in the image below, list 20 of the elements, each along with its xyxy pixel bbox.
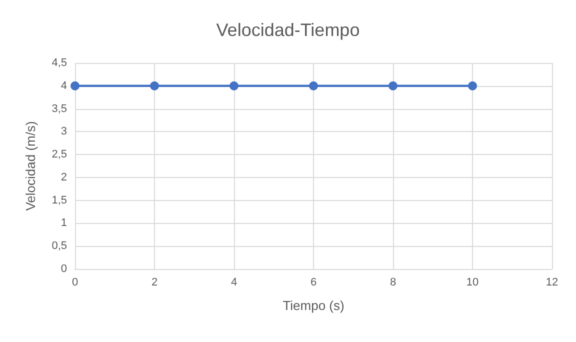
- x-tick-label: 12: [546, 276, 558, 288]
- y-tick-label: 3,5: [52, 102, 67, 115]
- y-tick-label: 2: [60, 171, 67, 184]
- x-tick-label: 2: [151, 276, 158, 288]
- x-tick-label: 10: [466, 276, 479, 288]
- y-tick-label: 1,5: [52, 194, 67, 206]
- y-tick-label: 1: [60, 217, 67, 230]
- y-tick-label: 4: [60, 80, 67, 92]
- x-tick-label: 8: [390, 276, 396, 288]
- y-axis-title: Velocidad (m/s): [23, 121, 38, 211]
- chart-title: Velocidad-Tiempo: [216, 20, 360, 40]
- x-axis-title: Tiempo (s): [282, 298, 344, 313]
- y-tick-label: 0: [60, 263, 67, 275]
- x-tick-label: 4: [230, 276, 238, 288]
- y-tick-label: 0,5: [52, 240, 67, 252]
- y-tick-label: 2,5: [52, 148, 67, 161]
- x-tick-label: 0: [72, 276, 78, 288]
- y-tick-label: 3: [60, 126, 67, 138]
- x-tick-label: 6: [310, 276, 317, 288]
- y-tick-label: 4,5: [52, 57, 67, 69]
